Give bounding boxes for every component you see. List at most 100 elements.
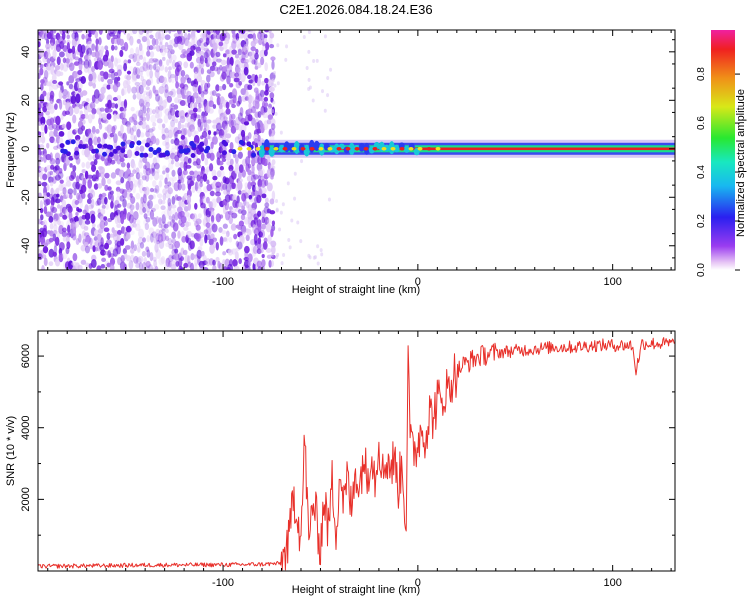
signal-peak <box>336 146 342 151</box>
noise-cell <box>85 161 91 169</box>
noise-cell <box>158 41 163 52</box>
noise-cell <box>68 75 75 84</box>
noise-cell <box>270 167 275 178</box>
noise-cell <box>256 62 262 69</box>
signal-peak <box>435 146 441 151</box>
noise-cell <box>61 252 68 260</box>
noise-cell <box>56 56 61 66</box>
noise-cell <box>208 148 214 154</box>
noise-cell <box>212 237 217 242</box>
noise-cell <box>269 32 275 39</box>
noise-cell <box>174 73 179 83</box>
noise-cell <box>155 216 160 225</box>
signal-peak <box>309 146 315 151</box>
noise-cell <box>210 233 215 239</box>
noise-cell <box>302 35 306 40</box>
noise-cell <box>313 255 317 260</box>
noise-cell <box>98 37 102 46</box>
noise-cell <box>137 177 141 188</box>
noise-cell <box>228 164 234 172</box>
noise-cluster <box>199 147 205 153</box>
noise-cell <box>83 64 89 73</box>
noise-cell <box>180 76 186 85</box>
noise-cell <box>143 167 148 175</box>
noise-cluster <box>246 141 252 147</box>
noise-cell <box>93 183 99 190</box>
noise-cell <box>140 102 145 112</box>
noise-cell <box>116 190 121 198</box>
noise-cell <box>158 223 163 229</box>
noise-cell <box>47 176 54 184</box>
noise-cell <box>135 146 140 152</box>
noise-cell <box>189 124 195 133</box>
noise-cell <box>49 170 54 176</box>
noise-cell <box>43 257 48 267</box>
figure-title: C2E1.2026.084.18.24.E36 <box>279 2 432 17</box>
noise-cell <box>240 72 246 83</box>
noise-cell <box>89 237 93 245</box>
noise-cell <box>130 240 135 250</box>
noise-cell <box>209 190 215 197</box>
noise-cell <box>203 47 209 52</box>
noise-cell <box>55 187 60 194</box>
noise-cell <box>129 223 134 229</box>
spectrogram-ticks: -100 0 100 -40 -20 0 20 40 <box>20 30 675 288</box>
noise-cell <box>205 37 210 46</box>
noise-cell <box>205 214 211 224</box>
noise-cell <box>203 229 209 235</box>
noise-cell <box>106 161 112 166</box>
noise-cell <box>115 195 122 202</box>
noise-cell <box>151 126 156 132</box>
noise-cell <box>157 233 164 243</box>
noise-cell <box>89 189 96 198</box>
signal-peak <box>237 146 243 151</box>
noise-cell <box>200 250 205 257</box>
noise-cell <box>204 157 209 166</box>
noise-cell <box>52 49 57 59</box>
noise-cell <box>270 123 276 131</box>
noise-cell <box>93 177 99 182</box>
noise-cell <box>145 173 150 182</box>
noise-cell <box>95 128 100 134</box>
noise-cell <box>171 60 176 70</box>
signal-peak <box>246 146 252 151</box>
noise-cell <box>266 168 271 178</box>
noise-cell <box>198 102 202 109</box>
noise-cell <box>88 204 94 210</box>
noise-cell <box>65 247 70 255</box>
noise-cell <box>271 60 275 70</box>
noise-cell <box>196 249 203 259</box>
noise-cell <box>270 240 277 248</box>
noise-cell <box>261 193 267 199</box>
noise-cell <box>129 47 134 55</box>
noise-cell <box>135 85 141 93</box>
noise-cell <box>259 89 265 98</box>
noise-cell <box>247 169 252 176</box>
noise-cell <box>72 253 78 262</box>
noise-cell <box>116 58 121 64</box>
noise-cell <box>183 136 188 147</box>
noise-cell <box>41 265 45 270</box>
noise-cell <box>164 184 170 189</box>
noise-cell <box>97 172 102 178</box>
noise-cell <box>269 198 275 205</box>
noise-cell <box>162 165 167 171</box>
noise-cell <box>81 33 85 40</box>
noise-cell <box>160 232 167 242</box>
noise-cell <box>141 200 147 209</box>
noise-cell <box>57 171 64 180</box>
noise-cell <box>247 163 252 169</box>
noise-cell <box>126 149 133 159</box>
noise-cell <box>56 204 61 209</box>
noise-cell <box>231 212 238 219</box>
noise-cell <box>160 47 167 57</box>
noise-cell <box>104 220 108 227</box>
noise-cell <box>204 234 208 244</box>
noise-cell <box>148 227 155 236</box>
noise-cell <box>271 78 275 83</box>
noise-cell <box>154 69 160 79</box>
noise-cell <box>145 246 150 253</box>
noise-cluster <box>97 143 103 149</box>
noise-cell <box>135 202 140 211</box>
noise-cell <box>153 63 157 71</box>
